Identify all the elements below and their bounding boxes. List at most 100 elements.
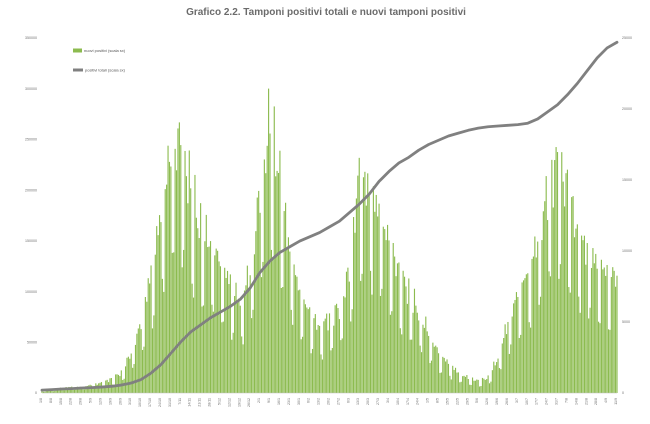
bar [528,322,530,393]
x-tick-label: 7/11 [178,398,182,405]
bar [610,277,612,393]
bar [69,387,71,393]
bar [127,356,129,393]
bar [235,282,237,393]
bar [402,270,404,393]
bar [470,384,472,393]
bar [375,194,377,393]
bar [466,375,468,393]
bar [419,345,421,393]
bar [92,388,94,393]
bar [246,265,248,393]
bar [52,391,54,393]
bar [183,249,185,393]
bar [164,189,166,393]
x-tick-label: 19/6 [495,398,499,405]
bar [157,235,159,393]
bar [58,388,60,393]
bar [215,248,217,393]
bar [477,379,479,393]
bar [41,390,43,393]
bar [269,133,271,393]
bar [555,147,557,393]
bar [566,169,568,393]
bar [345,271,348,393]
x-tick-label: 12/6 [485,398,489,405]
bar [338,319,340,393]
bar [556,152,559,393]
bar [433,346,435,393]
bar [353,217,355,393]
y-left-tick-label: 150000 [25,239,37,243]
bar [474,380,476,393]
bar [154,254,156,393]
bar [158,215,161,393]
bar [74,389,76,393]
bar [394,256,396,393]
bar [275,176,277,393]
bar [406,303,408,393]
bar [490,381,492,393]
bar [385,240,387,393]
bar [319,325,321,393]
bar [395,276,397,393]
bar [426,331,428,393]
bar [344,297,346,393]
bar [204,241,206,393]
bar [166,184,168,393]
bar [296,276,298,393]
bar [289,251,291,393]
x-tick-label: 9/1 [267,398,271,403]
bar [306,307,308,393]
bar [513,303,515,393]
bar [416,312,418,393]
bar [612,267,614,393]
bar [481,377,484,393]
bar [195,217,197,393]
bar [326,313,328,393]
bar [456,372,458,393]
bar [445,361,447,393]
bar [202,305,205,393]
bar [293,264,295,393]
bar [368,195,370,393]
x-tick-label: 17/7 [535,398,539,405]
bar [354,232,356,393]
bar [358,157,360,393]
bar [615,286,617,393]
bar [582,240,584,393]
bar [231,339,233,393]
bar [151,328,154,393]
bar [439,372,441,393]
bar [401,334,403,393]
bar [249,275,251,393]
bar [399,328,401,393]
left-axis: 0 50000 100000 150000 200000 250000 300000 3500… [25,36,37,395]
bar [593,263,595,393]
bar [362,177,365,393]
bar [494,365,496,393]
x-tick-label: 3/4 [386,398,390,403]
bar [331,347,333,393]
bar [514,299,516,393]
bar [141,349,144,393]
bar [160,222,162,393]
bar [115,374,117,393]
bar [187,203,189,393]
bar [415,305,417,393]
bar [314,314,316,393]
bar [184,150,186,393]
bar [294,275,297,393]
bar [198,238,200,393]
bar [268,88,270,393]
x-tick-label: 1/5 [426,398,430,403]
bar [534,236,536,393]
bar [327,330,329,393]
bar [228,284,230,393]
bar [124,366,127,393]
bar [334,305,336,393]
bar [168,161,171,393]
bar [320,354,322,393]
bar [185,176,188,393]
